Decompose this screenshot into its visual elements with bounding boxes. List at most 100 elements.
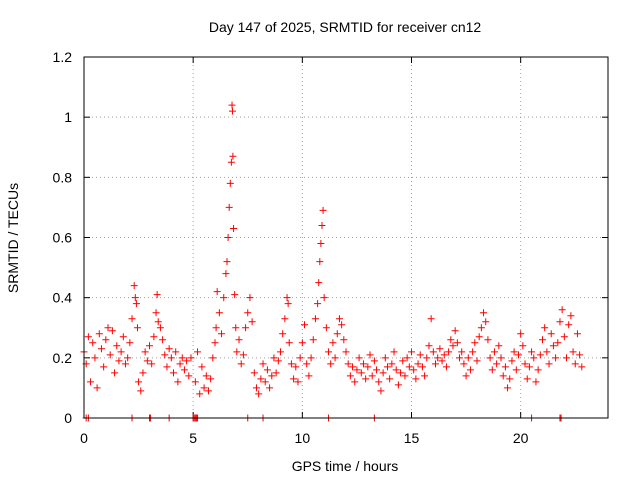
data-point	[355, 354, 363, 362]
data-point	[497, 354, 505, 362]
data-point	[230, 224, 238, 232]
data-point	[91, 354, 99, 362]
data-point	[148, 360, 156, 368]
data-point	[460, 360, 468, 368]
data-point	[252, 384, 260, 392]
data-point	[281, 315, 289, 323]
data-point	[556, 318, 564, 326]
x-tick-label: 5	[189, 430, 197, 446]
x-tick-label: 10	[295, 430, 311, 446]
data-point	[473, 357, 481, 365]
data-point	[501, 363, 509, 371]
data-point	[296, 354, 304, 362]
data-point	[440, 351, 448, 359]
data-point	[521, 360, 529, 368]
gridlines	[84, 57, 608, 418]
data-point	[534, 366, 542, 374]
data-point	[578, 363, 586, 371]
data-point	[200, 384, 208, 392]
data-point	[292, 363, 300, 371]
x-axis-label: GPS time / hours	[292, 458, 399, 474]
data-point	[228, 107, 236, 115]
data-point	[370, 357, 378, 365]
data-point	[117, 348, 125, 356]
data-point	[484, 336, 492, 344]
data-point	[536, 351, 544, 359]
data-point	[495, 342, 503, 350]
data-point	[488, 366, 496, 374]
data-point	[119, 333, 127, 341]
tick-labels: 0 0.2 0.4 0.6 0.8 1 1.2 0 5 10 15 20	[53, 49, 529, 446]
data-point	[248, 318, 256, 326]
data-point	[239, 351, 247, 359]
data-point	[390, 348, 398, 356]
data-point	[554, 339, 562, 347]
data-point	[560, 333, 568, 341]
data-point	[257, 375, 265, 383]
data-point	[506, 375, 514, 383]
data-point	[421, 372, 429, 380]
data-point	[255, 390, 263, 398]
data-point	[558, 306, 566, 314]
y-tick-label: 0.6	[53, 230, 73, 246]
data-point	[106, 351, 114, 359]
data-point	[102, 336, 110, 344]
data-point	[316, 258, 324, 266]
data-point	[235, 336, 243, 344]
data-point	[272, 369, 280, 377]
data-point	[412, 375, 420, 383]
data-point	[340, 336, 348, 344]
data-point	[541, 324, 549, 332]
data-point	[519, 342, 527, 350]
data-point	[261, 378, 269, 386]
y-tick-label: 1	[64, 109, 72, 125]
plot-frame	[83, 56, 609, 419]
data-point	[301, 321, 309, 329]
data-point	[95, 330, 103, 338]
data-point	[462, 372, 470, 380]
data-point	[401, 372, 409, 380]
data-point	[331, 354, 339, 362]
data-point	[232, 324, 240, 332]
data-point	[259, 360, 267, 368]
data-point	[132, 300, 140, 308]
data-point	[394, 381, 402, 389]
data-point	[432, 360, 440, 368]
data-point	[279, 330, 287, 338]
data-point	[150, 333, 158, 341]
data-point	[104, 324, 112, 332]
data-point	[571, 360, 579, 368]
data-point	[381, 354, 389, 362]
data-point	[225, 203, 233, 211]
data-point	[480, 309, 488, 317]
data-point	[223, 258, 231, 266]
data-point	[202, 372, 210, 380]
data-point	[211, 339, 219, 347]
data-point	[213, 288, 221, 296]
data-point	[510, 348, 518, 356]
data-point	[512, 366, 520, 374]
data-point	[274, 357, 282, 365]
data-point	[327, 360, 335, 368]
data-point	[191, 378, 199, 386]
data-point	[283, 294, 291, 302]
data-point	[87, 378, 95, 386]
data-point	[284, 300, 292, 308]
data-point	[285, 339, 293, 347]
y-tick-label: 1.2	[53, 49, 73, 65]
data-point	[451, 327, 459, 335]
data-point	[204, 387, 212, 395]
x-tick-label: 20	[513, 430, 529, 446]
data-point	[532, 378, 540, 386]
data-point	[130, 282, 138, 290]
data-point	[180, 366, 188, 374]
data-point	[319, 206, 327, 214]
data-point	[357, 369, 365, 377]
data-point	[373, 366, 381, 374]
y-tick-label: 0	[64, 410, 72, 426]
data-point	[329, 339, 337, 347]
data-point	[493, 360, 501, 368]
data-point	[528, 348, 536, 356]
data-point	[523, 375, 531, 383]
